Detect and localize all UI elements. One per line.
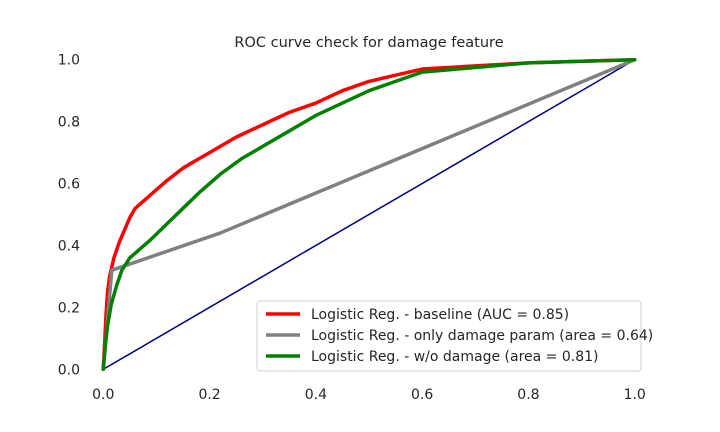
x-tick-label: 0.0	[92, 387, 114, 403]
legend-frame	[256, 300, 642, 372]
y-tick-label: 0.4	[58, 238, 80, 254]
x-tick-label: 1.0	[624, 387, 646, 403]
x-tick-label: 0.8	[517, 387, 539, 403]
legend-label: Logistic Reg. - only damage param (area …	[311, 328, 653, 344]
y-tick-label: 0.6	[58, 177, 80, 193]
x-tick-labels: 0.0 0.2 0.4 0.6 0.8 1.0	[92, 387, 646, 403]
y-tick-labels: 0.0 0.2 0.4 0.6 0.8 1.0	[58, 53, 80, 379]
baseline-roc-line	[101, 57, 637, 372]
legend-item-without-damage: Logistic Reg. - w/o damage (area = 0.81)	[266, 349, 598, 365]
legend-label: Logistic Reg. - baseline (AUC = 0.85)	[311, 307, 569, 323]
legend-label: Logistic Reg. - w/o damage (area = 0.81)	[311, 349, 598, 365]
legend-item-damage-param: Logistic Reg. - only damage param (area …	[266, 328, 653, 344]
x-tick-label: 0.6	[411, 387, 433, 403]
y-tick-label: 0.2	[58, 300, 80, 316]
legend-item-baseline: Logistic Reg. - baseline (AUC = 0.85)	[266, 307, 569, 323]
y-tick-label: 0.8	[58, 115, 80, 131]
chance-diagonal-line	[102, 59, 636, 370]
without-damage-roc-line	[101, 57, 637, 372]
y-tick-label: 1.0	[58, 53, 80, 69]
x-tick-label: 0.4	[305, 387, 327, 403]
y-tick-label: 0.0	[58, 362, 80, 378]
plot-lines	[101, 57, 637, 372]
x-tick-label: 0.2	[198, 387, 220, 403]
chart-title: ROC curve check for damage feature	[234, 35, 503, 51]
legend: Logistic Reg. - baseline (AUC = 0.85) Log…	[256, 300, 653, 372]
